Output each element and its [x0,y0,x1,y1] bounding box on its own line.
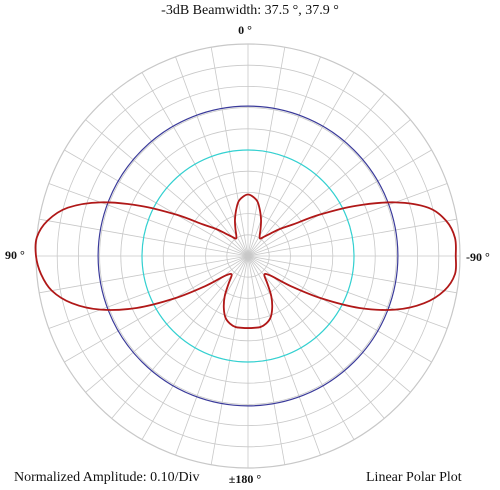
angle-label-right: -90 ° [466,250,490,264]
angle-label-left: 90 ° [5,248,25,262]
amplitude-scale-label: Normalized Amplitude: 0.10/Div [14,470,200,485]
angle-label-bottom: ±180 ° [228,472,262,486]
plot-type-label: Linear Polar Plot [366,470,462,485]
polar-grid [35,43,461,469]
reference-circle-outer [97,105,399,407]
pattern-series [34,193,457,329]
pattern-line [34,193,457,329]
reference-circle-inner [141,149,355,363]
chart-title: -3dB Beamwidth: 37.5 °, 37.9 ° [161,3,339,18]
angle-label-top: 0 ° [238,23,252,37]
reference-circles [97,105,399,407]
